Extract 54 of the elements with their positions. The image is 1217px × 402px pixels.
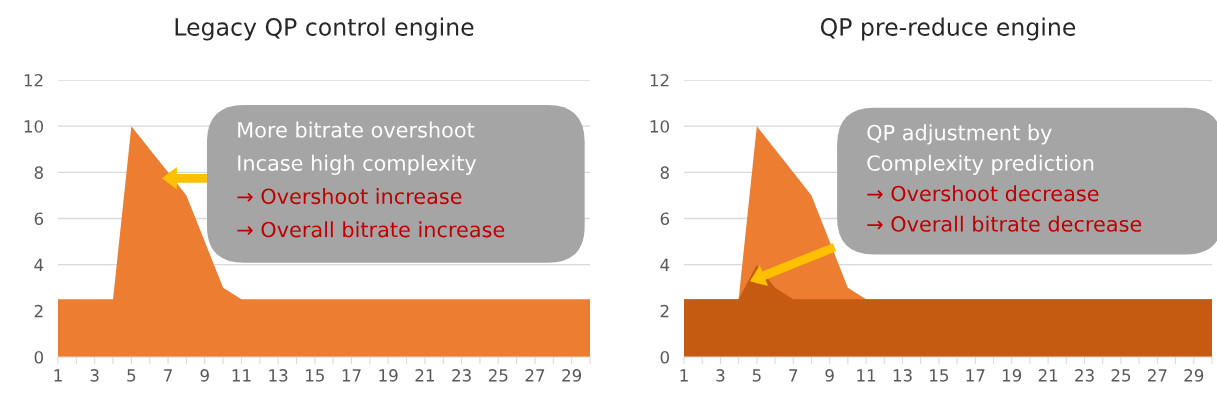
x-tick-label: 29 <box>1184 369 1204 382</box>
x-tick-label: 9 <box>200 369 209 382</box>
x-tick-label: 27 <box>525 369 545 382</box>
y-tick-label: 12 <box>24 73 43 87</box>
x-tick-label: 5 <box>752 369 761 382</box>
annotation: → Overall bitrate decrease <box>867 215 1142 232</box>
x-tick-label: 21 <box>415 369 434 382</box>
y-tick-label: 8 <box>660 166 669 179</box>
x-tick-label: 23 <box>1075 369 1094 382</box>
annotation: Complexity prediction <box>867 154 1094 175</box>
x-tick-label: 9 <box>825 369 834 382</box>
x-tick-label: 7 <box>789 369 798 382</box>
x-tick-label: 1 <box>54 369 62 382</box>
x-tick-label: 25 <box>1111 369 1131 382</box>
x-tick-label: 15 <box>930 369 949 382</box>
y-tick-label: 12 <box>650 73 669 87</box>
x-tick-label: 27 <box>1148 369 1167 382</box>
x-tick-label: 19 <box>379 369 398 382</box>
y-tick-label: 2 <box>34 304 43 318</box>
y-tick-label: 8 <box>34 166 43 179</box>
y-tick-label: 6 <box>34 212 44 226</box>
y-tick-label: 0 <box>34 350 43 364</box>
x-tick-label: 25 <box>488 369 508 382</box>
annotation: → Overshoot increase <box>237 188 462 205</box>
x-tick-label: 23 <box>452 369 471 382</box>
x-tick-label: 1 <box>680 369 688 382</box>
y-tick-label: 2 <box>660 304 669 318</box>
annotation: → Overall bitrate increase <box>237 221 505 238</box>
y-tick-label: 6 <box>660 212 670 226</box>
x-tick-label: 21 <box>1038 369 1058 382</box>
x-tick-label: 15 <box>306 369 324 382</box>
annotation: More bitrate overshoot <box>238 121 475 138</box>
annotation: → Overshoot decrease <box>867 185 1099 202</box>
chart-title: Legacy QP control engine <box>175 17 474 41</box>
y-tick-label: 4 <box>660 258 670 271</box>
y-tick-label: 0 <box>660 350 669 364</box>
x-tick-label: 13 <box>893 369 912 382</box>
y-tick-label: 10 <box>650 120 669 133</box>
x-tick-label: 11 <box>857 369 876 382</box>
chart-title: QP pre-reduce engine <box>820 17 1076 41</box>
x-tick-label: 11 <box>232 369 251 382</box>
x-tick-label: 13 <box>269 369 288 382</box>
x-tick-label: 29 <box>562 369 582 382</box>
x-tick-label: 19 <box>1002 369 1022 382</box>
x-tick-label: 7 <box>164 369 172 382</box>
y-tick-label: 10 <box>24 120 43 133</box>
x-tick-label: 5 <box>127 369 136 382</box>
annotation: Incase high complexity <box>238 154 477 175</box>
x-tick-label: 17 <box>342 369 361 382</box>
y-tick-label: 4 <box>34 258 44 271</box>
x-tick-label: 17 <box>966 369 985 382</box>
x-tick-label: 3 <box>90 369 99 382</box>
x-tick-label: 3 <box>716 369 725 382</box>
annotation: QP adjustment by <box>867 124 1052 145</box>
